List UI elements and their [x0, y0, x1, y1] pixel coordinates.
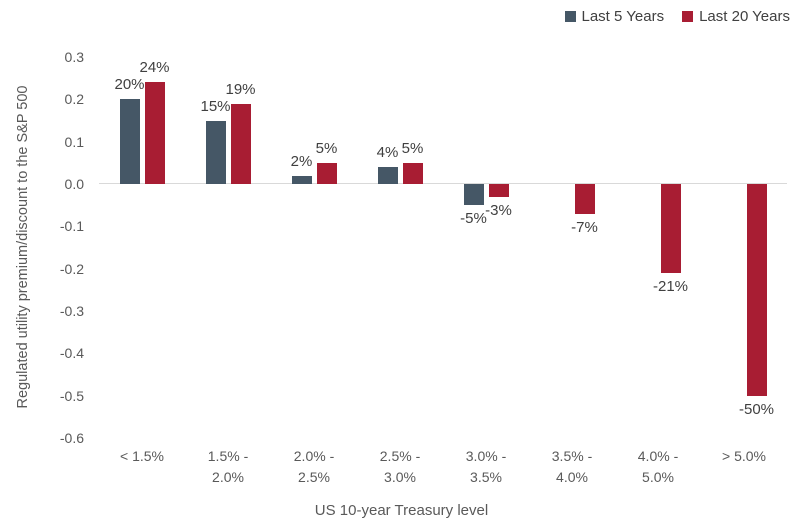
data-label-last-20-years-1: 19% [225, 80, 256, 98]
x-category-line: 2.0% - [293, 448, 335, 464]
legend: Last 5 Years Last 20 Years [564, 8, 790, 25]
y-tick-label: 0.2 [64, 91, 84, 108]
bar-last-20-years-3 [402, 162, 423, 184]
legend-swatch-last-20-years-icon [682, 11, 694, 22]
x-category-label-5: 3.5% - 4.0% [529, 446, 615, 488]
x-category-label-0: < 1.5% [99, 446, 185, 467]
bar-last-20-years-2 [316, 162, 337, 184]
y-tick-label: -0.3 [59, 302, 84, 319]
x-category-label-6: 4.0% - 5.0% [615, 446, 701, 488]
data-label-last-5-years-3: 4% [376, 144, 399, 162]
x-category-line: 2.5% - [379, 448, 421, 464]
data-label-last-20-years-0: 24% [139, 59, 170, 77]
y-tick-label: 0.0 [64, 176, 84, 192]
x-axis-title: US 10-year Treasury level [314, 502, 489, 519]
y-tick-label: -0.1 [59, 218, 84, 235]
y-tick-label: 0.1 [64, 133, 84, 150]
legend-label-last-20-years: Last 20 Years [699, 8, 790, 25]
data-label-last-5-years-4: -5% [460, 210, 487, 228]
x-category-label-7: > 5.0% [701, 446, 787, 467]
legend-item-last-20-years: Last 20 Years [682, 8, 790, 25]
x-category-line: 2.5% [298, 469, 330, 485]
y-tick-label: -0.6 [59, 429, 84, 446]
data-label-last-20-years-6: -21% [652, 277, 689, 295]
x-category-line: < 1.5% [120, 448, 164, 464]
x-category-line: 1.5% - [207, 448, 249, 464]
y-tick-label: 0.3 [64, 49, 84, 66]
x-category-line: 3.0% [384, 469, 416, 485]
bar-last-20-years-0 [144, 82, 165, 184]
x-category-line: 3.5% [470, 469, 502, 485]
bar-last-5-years-0 [119, 99, 140, 184]
bar-last-20-years-4 [488, 184, 509, 197]
bar-last-5-years-4 [463, 184, 484, 206]
bar-last-20-years-5 [574, 184, 595, 214]
data-label-last-20-years-3: 5% [401, 139, 424, 157]
x-category-label-3: 2.5% - 3.0% [357, 446, 443, 488]
x-category-line: 3.0% - [465, 448, 507, 464]
data-label-last-5-years-0: 20% [114, 76, 145, 94]
y-tick-label: -0.4 [59, 345, 84, 362]
x-category-label-4: 3.0% - 3.5% [443, 446, 529, 488]
y-tick-label: -0.5 [59, 387, 84, 404]
x-category-line: 5.0% [642, 469, 674, 485]
bar-last-5-years-2 [291, 175, 312, 184]
legend-swatch-last-5-years-icon [564, 11, 576, 22]
bar-last-20-years-6 [660, 184, 681, 273]
data-label-last-5-years-1: 15% [200, 97, 231, 115]
bar-last-20-years-1 [230, 103, 251, 184]
bar-last-5-years-3 [377, 167, 398, 184]
y-axis-title: Regulated utility premium/discount to th… [15, 85, 31, 409]
x-category-line: 2.0% [212, 469, 244, 485]
legend-label-last-5-years: Last 5 Years [581, 8, 665, 25]
legend-item-last-5-years: Last 5 Years [564, 8, 665, 25]
x-category-line: 3.5% - [551, 448, 593, 464]
data-label-last-20-years-7: -50% [738, 400, 775, 418]
x-category-line: > 5.0% [722, 448, 766, 464]
data-label-last-20-years-2: 5% [315, 139, 338, 157]
y-tick-label: -0.2 [59, 260, 84, 277]
bar-last-5-years-1 [205, 120, 226, 184]
x-category-label-1: 1.5% - 2.0% [185, 446, 271, 488]
bar-last-20-years-7 [746, 184, 767, 396]
data-label-last-5-years-2: 2% [290, 152, 313, 170]
data-label-last-20-years-4: -3% [485, 201, 512, 219]
x-category-line: 4.0% - [637, 448, 679, 464]
x-category-label-2: 2.0% - 2.5% [271, 446, 357, 488]
x-category-line: 4.0% [556, 469, 588, 485]
x-axis-line [99, 183, 787, 184]
data-label-last-20-years-5: -7% [571, 218, 598, 236]
